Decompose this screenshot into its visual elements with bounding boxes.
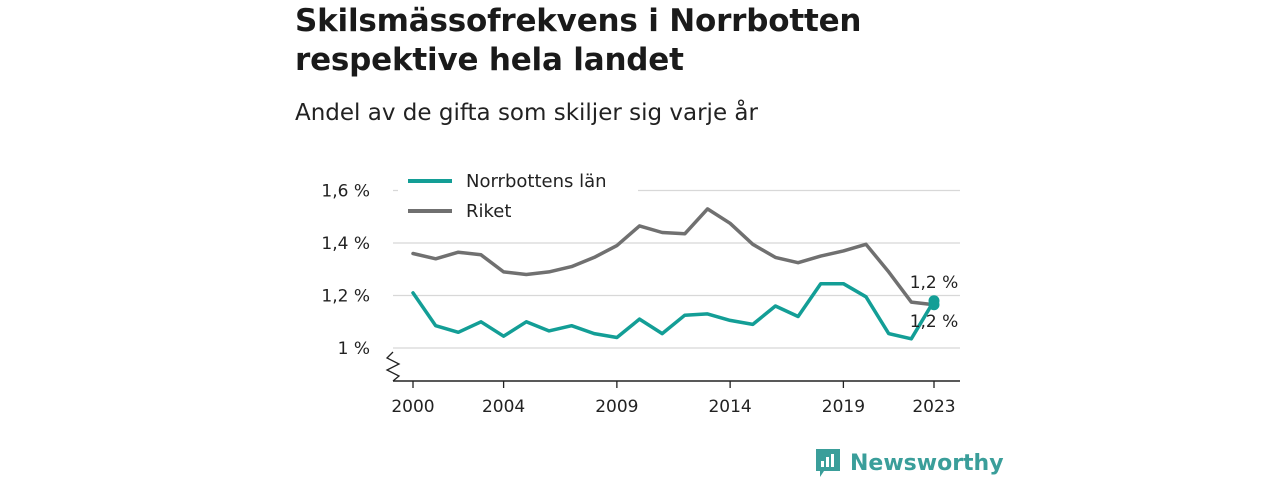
legend-label: Riket <box>466 201 511 222</box>
x-tick-label: 2000 <box>391 397 434 417</box>
axes: 1 % 1,2 % 1,4 % 1,6 % 2000 2004 2009 2014 2019 20… <box>321 182 960 417</box>
y-tick-label: 1,2 % <box>321 287 370 307</box>
chart-subtitle: Andel av de gifta som skiljer sig varje … <box>295 100 758 126</box>
legend: Norrbottens län Riket <box>398 169 638 223</box>
y-tick-label: 1,4 % <box>321 234 370 254</box>
end-value-label: 1,2 % <box>910 273 959 293</box>
brand-name: Newsworthy <box>850 450 1004 476</box>
x-tick-label: 2019 <box>822 397 865 417</box>
x-tick-label: 2023 <box>912 397 955 417</box>
chart-title: Skilsmässofrekvens i Norrbotten respekti… <box>295 3 862 78</box>
x-tick-label: 2014 <box>708 397 751 417</box>
newsworthy-chart-icon <box>816 449 840 477</box>
x-tick-label: 2004 <box>482 397 525 417</box>
y-tick-label: 1,6 % <box>321 182 370 202</box>
axis-break-icon <box>385 351 401 382</box>
series-line <box>411 207 936 307</box>
end-value-label: 1,2 % <box>910 312 959 332</box>
end-labels: 1,2 % 1,2 % <box>910 273 959 332</box>
series-line <box>411 281 936 341</box>
newsworthy-logo: Newsworthy <box>814 445 1004 481</box>
x-tick-label: 2009 <box>595 397 638 417</box>
legend-label: Norrbottens län <box>466 171 607 192</box>
y-tick-label: 1 % <box>338 339 370 359</box>
end-point-marker <box>928 295 940 307</box>
series-lines <box>411 207 940 341</box>
